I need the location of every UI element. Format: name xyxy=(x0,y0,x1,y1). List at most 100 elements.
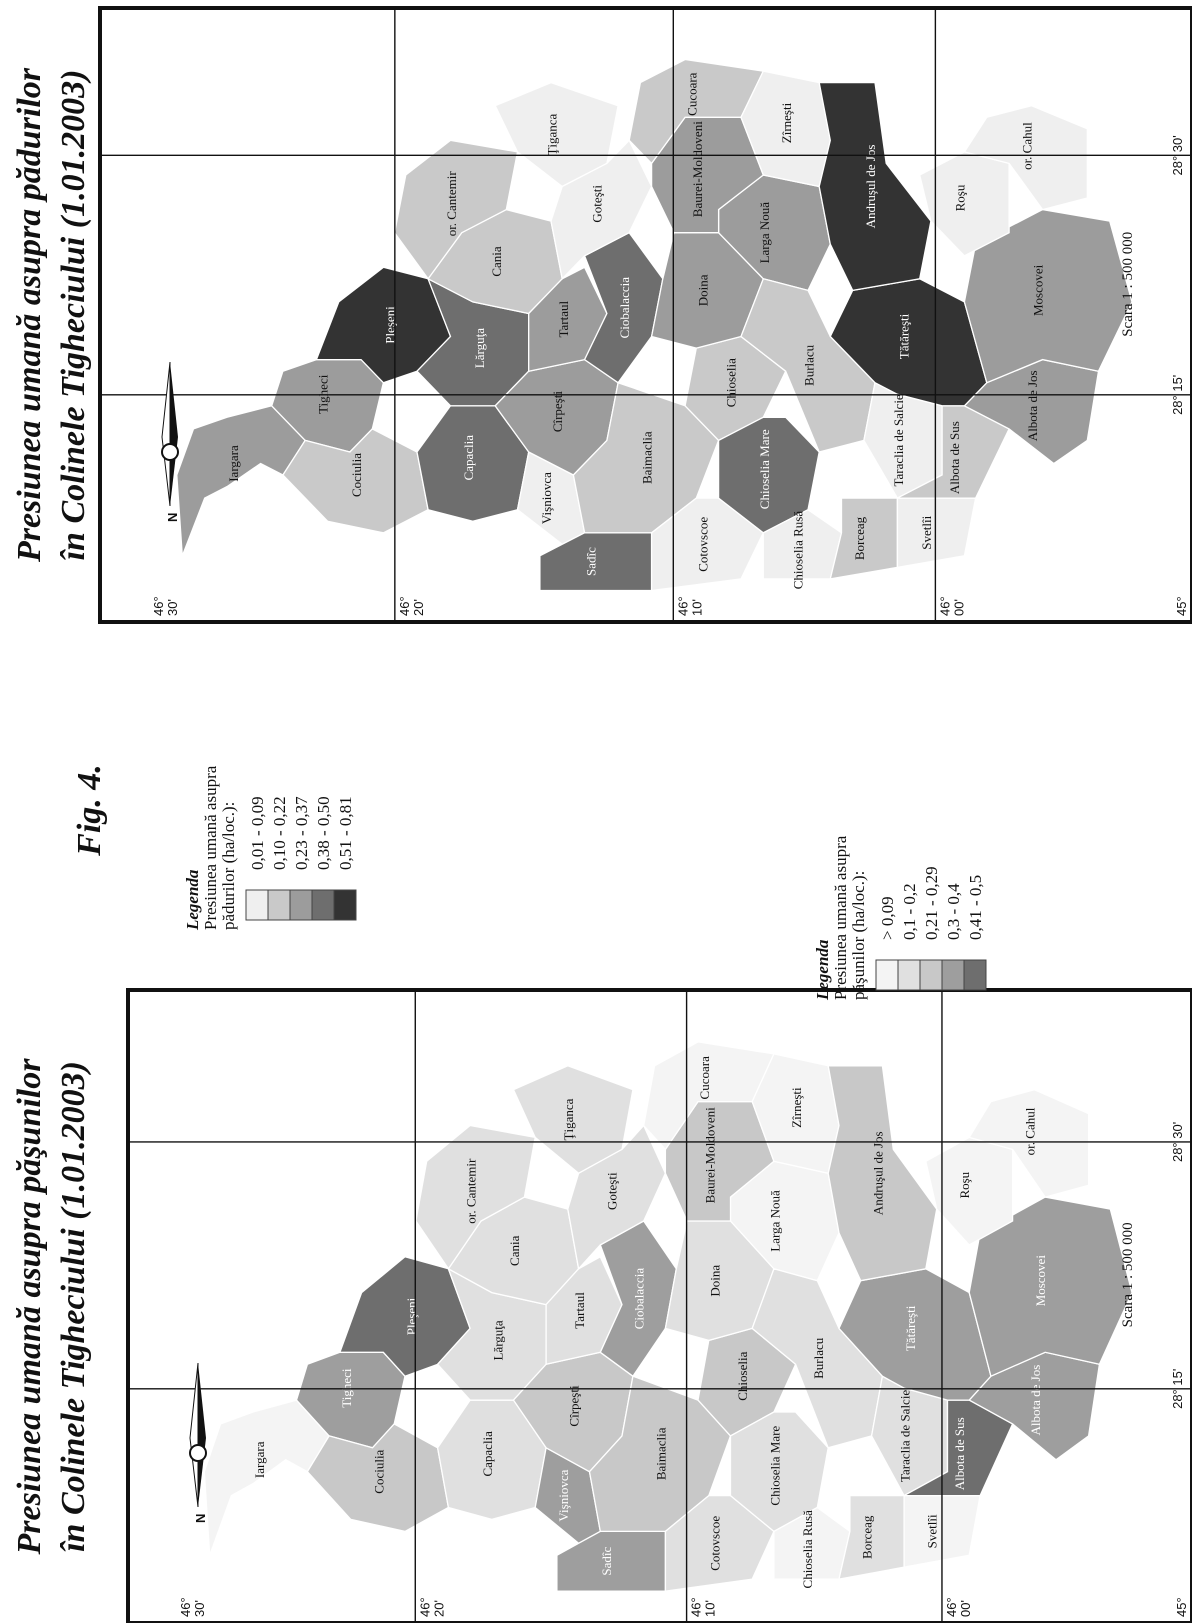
locality-label: Cotovscoe xyxy=(708,1516,723,1571)
latitude-label-min: 50' xyxy=(1188,599,1192,616)
locality-label: Andruşul de Jos xyxy=(863,145,878,229)
region-19 xyxy=(838,1494,905,1580)
locality-label: Lărguţa xyxy=(491,1320,506,1360)
north-arrow-icon: N xyxy=(189,1362,208,1523)
locality-label: Chioselia Mare xyxy=(767,1426,782,1506)
region-36 xyxy=(963,105,1088,211)
latitude-label-deg: 45° xyxy=(1174,596,1189,616)
longitude-label: 28° 30' xyxy=(1170,1122,1185,1162)
latitude-label-min: 30' xyxy=(192,1600,207,1617)
locality-label: Lărguţa xyxy=(472,328,487,368)
locality-label: Moscovei xyxy=(1033,1255,1048,1307)
locality-label: Moscovei xyxy=(1031,264,1046,316)
region-32 xyxy=(628,58,765,165)
graticule: 46° 30' 46° 20' 46° 10' 46° 00' 45° 50'28° 15'28°… xyxy=(128,990,1192,1623)
locality-label: Ciobalaccia xyxy=(617,277,632,339)
legend-swatch xyxy=(267,889,291,921)
locality-label: Tartaul xyxy=(572,1292,587,1329)
locality-label: Goteşti xyxy=(605,1172,620,1210)
map-title-line-2: în Colinele Tigheciului (1.01.2003) xyxy=(55,70,92,561)
region-14 xyxy=(583,231,664,384)
locality-label: Tartaul xyxy=(556,301,571,338)
legend-class-label: 0,01 - 0,09 xyxy=(248,796,267,870)
locality-label: Borceag xyxy=(852,516,867,560)
pasture-legend: Legenda Presiunea umană asupra păşunilor (… xyxy=(813,835,987,1001)
latitude-label-min: 20' xyxy=(431,1600,446,1617)
locality-label: Baimaclia xyxy=(653,1427,668,1480)
locality-label: Tigheci xyxy=(339,1368,354,1408)
locality-labels: Iargara Tigheci Cociulia Pleşeni Capaclia Viş… xyxy=(226,72,1045,589)
region-21 xyxy=(393,139,519,280)
latitude-label-deg: 46° xyxy=(675,596,690,616)
latitude-label-deg: 46° xyxy=(937,596,952,616)
graticule: 46° 30' 46° 20' 46° 10' 46° 00' 45° 50'28° 15'28°… xyxy=(100,8,1192,622)
region-14 xyxy=(599,1220,677,1378)
locality-label: Cania xyxy=(489,246,504,277)
locality-label: Sadîc xyxy=(584,547,599,576)
longitude-label: 28° 30' xyxy=(1170,135,1185,175)
locality-label: Capaclia xyxy=(461,435,476,481)
locality-label: Doina xyxy=(695,274,710,306)
legend-class-label: 0,21 - 0,29 xyxy=(922,866,941,940)
locality-label: Taraclia de Salcie xyxy=(898,1390,913,1482)
locality-label: Cania xyxy=(507,1235,522,1266)
locality-labels: Iargara Tigheci Cociulia Pleşeni Capaclia Viş… xyxy=(252,1056,1048,1589)
region-19 xyxy=(829,497,899,580)
locality-label: Sadîc xyxy=(599,1547,614,1576)
locality-label: Goteşti xyxy=(589,185,604,223)
legend-title-line-2: pădurilor (ha/loc.): xyxy=(219,802,238,930)
region-34 xyxy=(827,1065,938,1282)
locality-label: Tigheci xyxy=(316,374,331,414)
latitude-label-deg: 46° xyxy=(178,1597,193,1617)
locality-label: Chioselia xyxy=(735,1351,750,1400)
map-title-line-2: în Colinele Tigheciului (1.01.2003) xyxy=(55,1061,92,1552)
legend-swatch xyxy=(897,959,921,991)
locality-label: Iargara xyxy=(252,1441,267,1478)
legend-class-label: 0,3 - 0,4 xyxy=(944,883,963,940)
locality-label: or. Cantemir xyxy=(464,1158,479,1224)
locality-label: Vişniovca xyxy=(539,472,554,524)
legend-class-label: 0,23 - 0,37 xyxy=(292,796,311,870)
latitude-label-min: 50' xyxy=(1188,1600,1192,1617)
latitude-label-deg: 46° xyxy=(944,1597,959,1617)
region-31 xyxy=(968,1196,1133,1378)
locality-label: Capaclia xyxy=(480,1431,495,1477)
locality-label: Albota de Sus xyxy=(952,1417,967,1490)
locality-label: Doina xyxy=(708,1265,723,1297)
latitude-label-deg: 46° xyxy=(151,596,166,616)
map-title-line-1: Presiunea umană asupra pădurilor xyxy=(11,67,48,563)
longitude-label: 28° 15' xyxy=(1170,1369,1185,1409)
legend-swatch xyxy=(245,889,269,921)
locality-label: Albota de Sus xyxy=(947,421,962,494)
region-31 xyxy=(963,208,1133,384)
locality-label: Baimaclia xyxy=(640,431,655,484)
locality-label: Pleşeni xyxy=(404,1297,419,1335)
latitude-label-min: 00' xyxy=(958,1600,973,1617)
legend-title-line-2: păşunilor (ha/loc.): xyxy=(849,871,868,1000)
locality-label: Cucoara xyxy=(697,1056,712,1100)
locality-label: Chioselia xyxy=(723,358,738,407)
forest-map: Presiunea umană asupra pădurilor în Colin… xyxy=(11,6,1192,624)
region-17 xyxy=(762,508,843,580)
locality-label: or. Cahul xyxy=(1022,1107,1037,1155)
legend-class-label: 0,1 - 0,2 xyxy=(900,883,919,940)
longitude-label: 28° 15' xyxy=(1170,375,1185,415)
locality-label: Chioselia Rusă xyxy=(790,511,805,590)
north-label: N xyxy=(193,1514,208,1523)
latitude-label-min: 10' xyxy=(689,599,704,616)
locality-label: Chioselia Rusă xyxy=(800,1510,815,1589)
region-32 xyxy=(643,1041,775,1151)
locality-label: Andruşul de Jos xyxy=(870,1131,885,1215)
locality-label: Larga Nouă xyxy=(757,202,772,264)
locality-label: Svetlîi xyxy=(919,515,934,549)
locality-label: Baurei-Moldoveni xyxy=(690,121,705,217)
map-title-line-1: Presiunea umană asupra păşunilor xyxy=(11,1058,48,1556)
region-21 xyxy=(415,1124,536,1270)
forest-legend: Legenda Presiunea umană asupra pădurilor (… xyxy=(183,765,357,931)
legend-class-label: 0,38 - 0,50 xyxy=(314,796,333,870)
locality-label: or. Cahul xyxy=(1019,122,1034,170)
locality-label: Chioselia Mare xyxy=(757,429,772,509)
latitude-label-deg: 46° xyxy=(417,1597,432,1617)
region-34 xyxy=(818,81,932,292)
